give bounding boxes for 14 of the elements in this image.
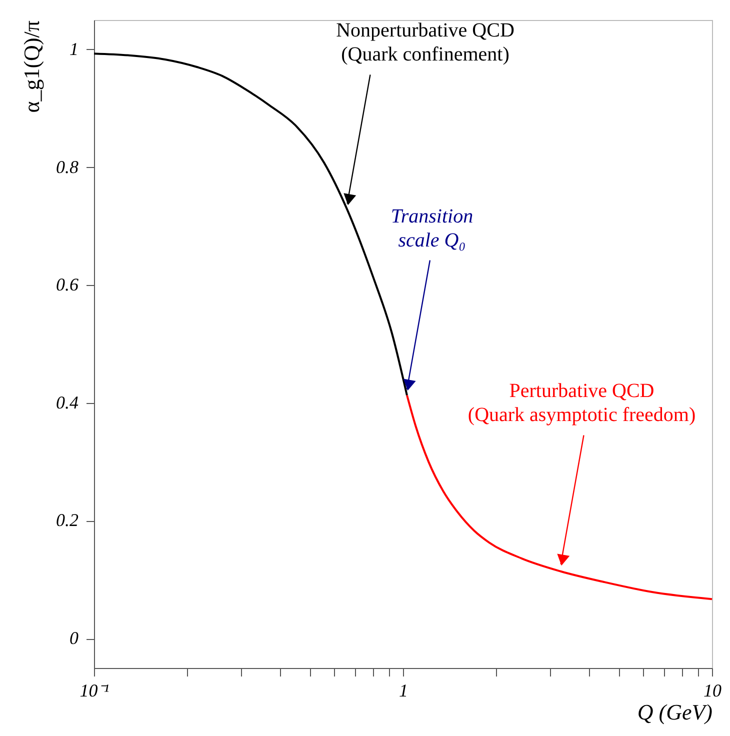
x-tick-label: 1 xyxy=(399,680,408,700)
y-tick-label: 0.2 xyxy=(56,510,78,530)
y-tick-label: 1 xyxy=(70,38,78,59)
y-tick-label: 0.8 xyxy=(56,156,78,177)
annotation: Nonperturbative QCD (Quark confinement) xyxy=(336,20,514,66)
y-axis-title: α_g1(Q)/π xyxy=(19,20,44,113)
annotation: Perturbative QCD (Quark asymptotic freedom) xyxy=(468,380,696,426)
x-tick-label: 10⁻¹ xyxy=(80,680,110,700)
y-tick-label: 0.6 xyxy=(56,274,78,295)
x-tick-label: 10 xyxy=(704,680,722,700)
annotation: Transition scale Q₀ xyxy=(390,205,474,252)
y-tick-label: 0.4 xyxy=(56,392,78,412)
x-axis-title: Q (GeV) xyxy=(637,700,712,724)
y-tick-label: 0 xyxy=(70,628,78,648)
